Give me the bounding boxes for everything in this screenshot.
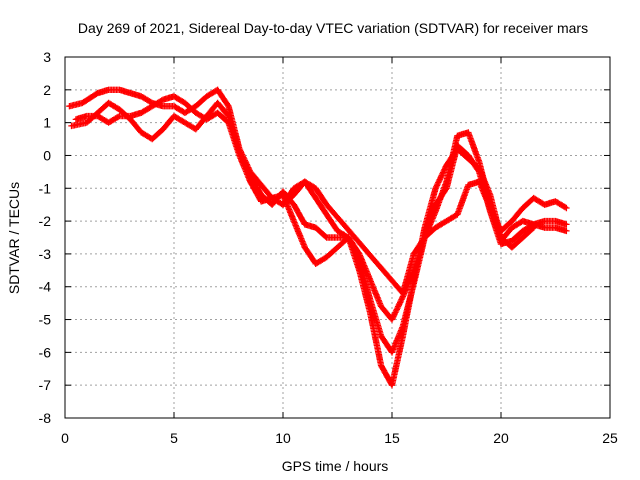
y-tick-label: -3 [39, 246, 52, 262]
y-tick-label: 2 [43, 82, 51, 98]
grid [65, 57, 610, 418]
x-axis-label: GPS time / hours [282, 458, 389, 474]
y-tick-label: -2 [39, 213, 52, 229]
y-tick-label: 3 [43, 49, 51, 65]
y-tick-label: -8 [39, 410, 52, 426]
plot-frame [64, 56, 611, 419]
series-track-2 [68, 99, 570, 356]
y-tick-label: -1 [39, 180, 52, 196]
series-track-3 [72, 93, 537, 389]
y-tick-label: -7 [39, 377, 52, 393]
x-tick-label: 15 [384, 430, 400, 446]
marker-trace [68, 99, 570, 356]
chart-title: Day 269 of 2021, Sidereal Day-to-day VTE… [78, 20, 588, 36]
y-tick-label: -4 [39, 279, 52, 295]
y-axis-label: SDTVAR / TECUs [6, 182, 22, 294]
y-tick-label: -5 [39, 312, 52, 328]
x-tick-label: 25 [602, 430, 618, 446]
x-tick-label: 5 [170, 430, 178, 446]
series-track-4 [279, 178, 570, 297]
x-tick-label: 10 [275, 430, 291, 446]
x-tick-label: 0 [61, 430, 69, 446]
marker-trace [279, 178, 570, 297]
y-tick-label: 0 [43, 147, 51, 163]
data-points [66, 86, 570, 389]
y-tick-label: 1 [43, 115, 51, 131]
y-tick-label: -6 [39, 344, 52, 360]
marker-trace [72, 93, 537, 389]
x-tick-label: 20 [493, 430, 509, 446]
